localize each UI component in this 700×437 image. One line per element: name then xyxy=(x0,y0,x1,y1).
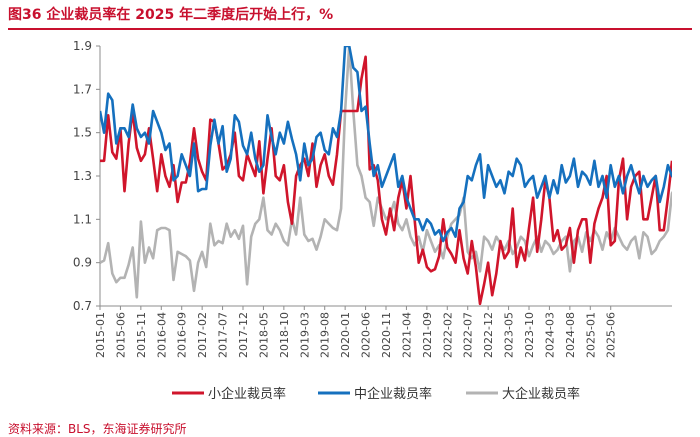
y-tick-label: 1.3 xyxy=(73,169,92,183)
x-tick-label: 2023-05 xyxy=(503,312,516,358)
legend: 小企业裁员率 中企业裁员率 大企业裁员率 xyxy=(172,386,580,402)
axes: 0.7 0.9 1.1 1.3 1.5 1.7 1.9 2015-01 2015-06 2015-… xyxy=(73,39,672,358)
y-tick-label: 0.9 xyxy=(73,256,92,270)
x-tick-label: 2025-06 xyxy=(605,312,618,358)
y-tick-label: 1.9 xyxy=(73,39,92,53)
x-tick-label: 2024-03 xyxy=(543,312,556,358)
y-tick-label: 0.7 xyxy=(73,299,92,313)
x-tick-label: 2025-01 xyxy=(584,312,597,358)
legend-label-2: 大企业裁员率 xyxy=(502,386,580,402)
x-tick-label: 2015-11 xyxy=(135,312,148,358)
x-tick-label: 2021-04 xyxy=(400,312,413,358)
legend-label-1: 中企业裁员率 xyxy=(354,386,432,402)
x-tick-label: 2019-08 xyxy=(319,312,332,358)
source-note: 资料来源：BLS，东海证券研究所 xyxy=(8,422,187,436)
x-tick-label: 2015-06 xyxy=(114,312,127,358)
x-tick-label: 2017-02 xyxy=(196,312,209,358)
x-tick-label: 2018-10 xyxy=(278,312,291,358)
x-tick-label: 2020-06 xyxy=(360,312,373,358)
x-tick-label: 2022-12 xyxy=(482,312,495,358)
x-tick-label: 2017-12 xyxy=(237,312,250,358)
series-line-1 xyxy=(100,46,672,243)
x-tick-label: 2017-07 xyxy=(217,312,230,358)
y-tick-label: 1.1 xyxy=(73,212,92,226)
x-tick-label: 2023-10 xyxy=(523,312,536,358)
series-line-0 xyxy=(100,55,672,306)
x-tick-label: 2018-05 xyxy=(257,312,270,358)
x-tick-label: 2021-09 xyxy=(421,312,434,358)
x-tick-label: 2020-11 xyxy=(380,312,393,358)
x-tick-label: 2022-02 xyxy=(441,312,454,358)
title-divider xyxy=(8,28,692,30)
x-tick-label: 2020-01 xyxy=(339,312,352,358)
y-tick-label: 1.7 xyxy=(73,82,92,96)
y-tick-label: 1.5 xyxy=(73,126,92,140)
x-tick-label: 2024-08 xyxy=(564,312,577,358)
x-tick-label: 2016-04 xyxy=(155,312,168,358)
chart-title: 图36 企业裁员率在 2025 年二季度后开始上行，% xyxy=(8,7,334,23)
x-tick-label: 2022-07 xyxy=(462,312,475,358)
x-tick-label: 2015-01 xyxy=(94,312,107,358)
legend-label-0: 小企业裁员率 xyxy=(208,386,286,402)
x-tick-label: 2016-09 xyxy=(176,312,189,358)
series-lines xyxy=(100,46,672,306)
x-tick-label: 2019-03 xyxy=(298,312,311,358)
